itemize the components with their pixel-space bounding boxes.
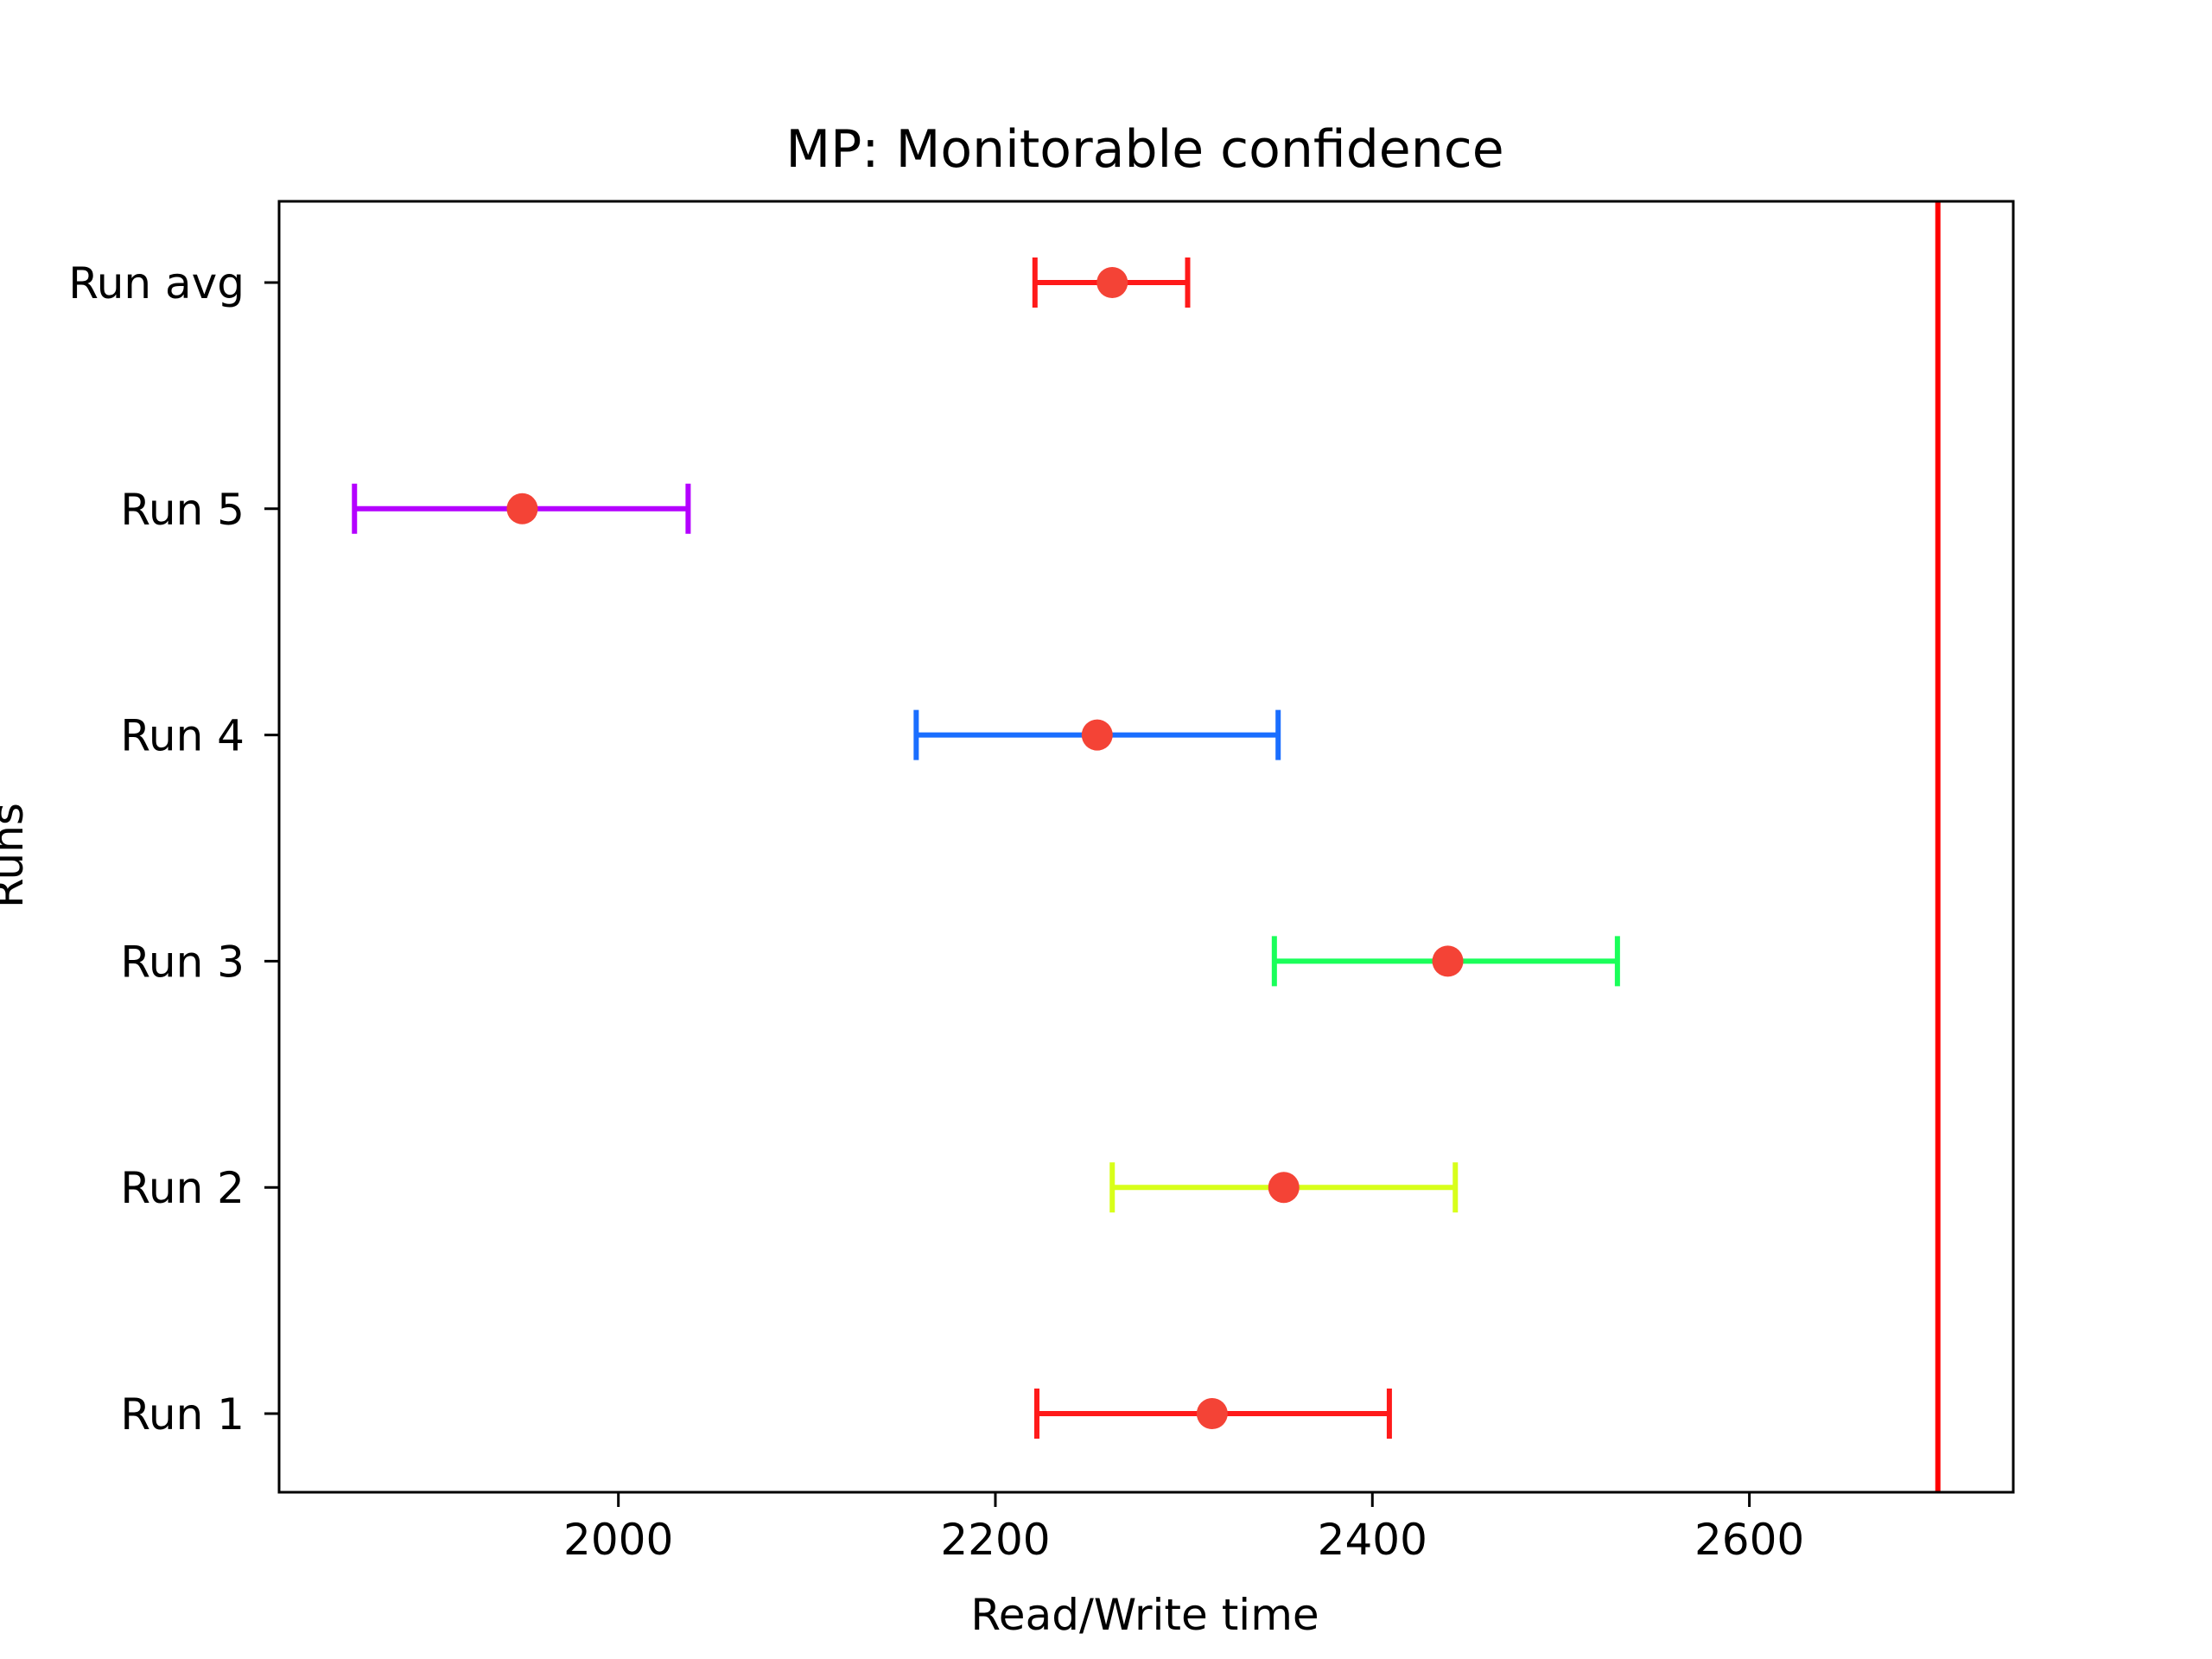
mean-point xyxy=(506,493,538,524)
y-tick-label: Run 2 xyxy=(120,1163,245,1213)
mean-point xyxy=(1096,267,1128,298)
y-tick-label: Run 5 xyxy=(120,485,245,535)
plot-frame xyxy=(277,200,2015,1494)
plot-area: 2000 2200 2400 2600 Run 1 Run 2 Run 3 Run 4 Run … xyxy=(68,200,2015,1565)
x-tick-label: 2000 xyxy=(563,1515,673,1565)
x-tick-label: 2200 xyxy=(940,1515,1050,1565)
mean-point xyxy=(1196,1398,1228,1429)
y-tick-label: Run avg xyxy=(68,258,245,308)
y-axis-label: Runs xyxy=(0,803,33,908)
y-tick-label: Run 3 xyxy=(120,937,245,987)
mean-point xyxy=(1268,1172,1300,1204)
x-axis-label: Read/Write time xyxy=(970,1590,1319,1640)
x-tick-label: 2400 xyxy=(1318,1515,1427,1565)
x-tick-label: 2600 xyxy=(1694,1515,1804,1565)
mean-point xyxy=(1081,719,1113,751)
mean-point xyxy=(1432,945,1464,977)
y-tick-label: Run 4 xyxy=(120,711,245,761)
chart-title: MP: Monitorable confidence xyxy=(785,119,1503,180)
y-tick-label: Run 1 xyxy=(120,1389,245,1440)
